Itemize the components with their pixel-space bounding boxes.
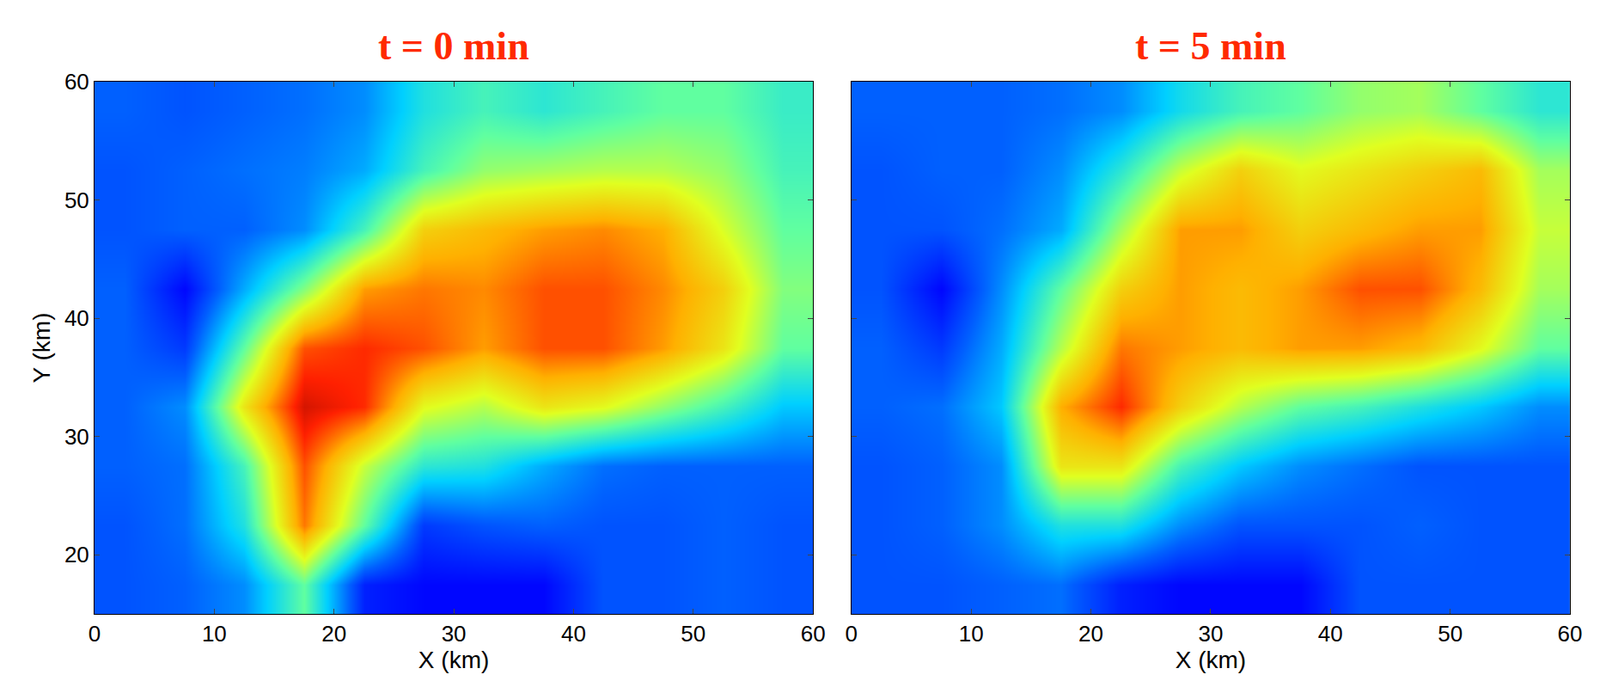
svg-text:40: 40 bbox=[64, 305, 90, 331]
svg-text:t = 0 min: t = 0 min bbox=[378, 24, 530, 68]
svg-text:t = 5 min: t = 5 min bbox=[1135, 24, 1287, 68]
svg-text:Y (km): Y (km) bbox=[28, 312, 55, 384]
svg-text:40: 40 bbox=[1318, 620, 1344, 647]
svg-text:30: 30 bbox=[64, 423, 90, 450]
svg-text:50: 50 bbox=[680, 620, 706, 647]
svg-text:20: 20 bbox=[321, 620, 347, 647]
svg-text:40: 40 bbox=[561, 620, 587, 647]
svg-text:60: 60 bbox=[800, 620, 826, 647]
svg-text:30: 30 bbox=[1197, 620, 1223, 647]
svg-text:X (km): X (km) bbox=[418, 646, 489, 673]
svg-text:X (km): X (km) bbox=[1175, 646, 1246, 673]
svg-text:60: 60 bbox=[64, 68, 90, 95]
svg-text:10: 10 bbox=[958, 620, 984, 647]
svg-text:20: 20 bbox=[1078, 620, 1104, 647]
svg-text:10: 10 bbox=[201, 620, 227, 647]
svg-text:50: 50 bbox=[1437, 620, 1463, 647]
svg-text:50: 50 bbox=[64, 187, 90, 214]
svg-text:60: 60 bbox=[1557, 620, 1583, 647]
svg-text:20: 20 bbox=[64, 541, 90, 568]
svg-text:30: 30 bbox=[441, 620, 467, 647]
svg-text:0: 0 bbox=[845, 620, 858, 647]
svg-text:0: 0 bbox=[88, 620, 101, 647]
